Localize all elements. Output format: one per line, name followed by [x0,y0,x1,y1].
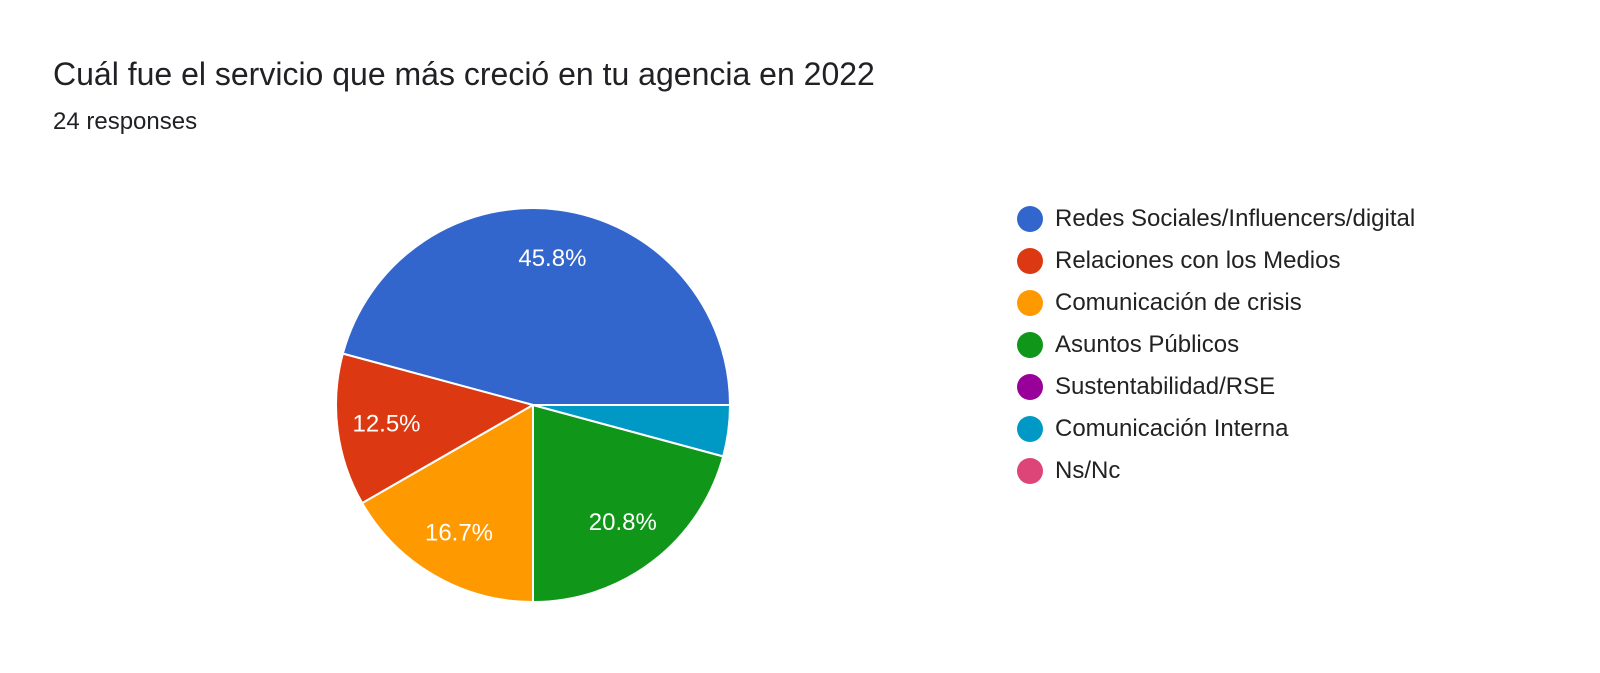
pie-slice[interactable] [341,207,731,406]
legend-label: Comunicación Interna [1055,415,1289,442]
slice-percent-label: 45.8% [518,245,586,272]
legend-swatch-icon [1017,416,1043,442]
chart-legend: Redes Sociales/Influencers/digital Relac… [1017,198,1415,492]
legend-label: Relaciones con los Medios [1055,247,1341,274]
slice-percent-label: 16.7% [425,519,493,546]
legend-label: Ns/Nc [1055,457,1121,484]
legend-label: Sustentabilidad/RSE [1055,373,1276,400]
legend-item-asuntos-publicos[interactable]: Asuntos Públicos [1017,324,1415,366]
pie-slice[interactable] [361,404,534,603]
legend-item-comunicacion-interna[interactable]: Comunicación Interna [1017,408,1415,450]
legend-swatch-icon [1017,206,1043,232]
legend-swatch-icon [1017,458,1043,484]
legend-swatch-icon [1017,290,1043,316]
legend-item-relaciones-medios[interactable]: Relaciones con los Medios [1017,240,1415,282]
legend-item-comunicacion-crisis[interactable]: Comunicación de crisis [1017,282,1415,324]
pie-slice[interactable] [335,352,534,505]
legend-swatch-icon [1017,332,1043,358]
slice-percent-label: 12.5% [352,411,420,438]
legend-swatch-icon [1017,248,1043,274]
legend-label: Asuntos Públicos [1055,331,1240,358]
legend-item-redes-sociales[interactable]: Redes Sociales/Influencers/digital [1017,198,1415,240]
pie-slice[interactable] [532,404,731,458]
chart-title: Cuál fue el servicio que más creció en t… [53,56,875,92]
legend-item-sustentabilidad[interactable]: Sustentabilidad/RSE [1017,366,1415,408]
legend-label: Comunicación de crisis [1055,289,1302,316]
legend-swatch-icon [1017,374,1043,400]
legend-label: Redes Sociales/Influencers/digital [1055,205,1416,232]
response-count: 24 responses [53,108,198,135]
pie-slice[interactable] [532,404,725,603]
legend-item-ns-nc[interactable]: Ns/Nc [1017,450,1415,492]
slice-percent-label: 20.8% [589,509,657,536]
